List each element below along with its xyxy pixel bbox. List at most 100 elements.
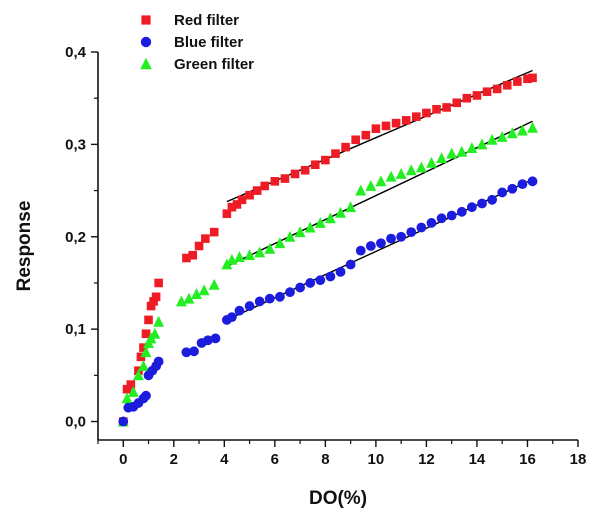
data-point (502, 80, 512, 90)
data-point (132, 369, 144, 381)
data-point (335, 266, 346, 277)
data-point (270, 177, 280, 186)
data-point (141, 390, 151, 401)
data-point (446, 210, 457, 221)
legend-marker (140, 36, 152, 48)
data-point (527, 121, 538, 133)
series-blue-filter (118, 176, 538, 427)
x-tick-label: 14 (469, 451, 486, 468)
data-point (528, 73, 537, 83)
data-point (149, 327, 161, 339)
data-point (456, 206, 467, 217)
legend-marker (141, 15, 151, 25)
series-red-filter (118, 73, 537, 426)
data-point (422, 108, 431, 118)
data-point (144, 315, 153, 325)
data-point (149, 297, 158, 306)
data-point (227, 202, 237, 212)
data-point (477, 198, 487, 209)
data-point (127, 386, 139, 397)
data-point (466, 142, 478, 154)
data-point (432, 104, 441, 114)
x-tick-label: 2 (170, 451, 178, 468)
data-point (305, 278, 316, 288)
data-point (371, 124, 381, 133)
data-point (245, 190, 254, 200)
data-point (497, 187, 508, 198)
data-point (234, 305, 245, 316)
data-point (321, 155, 330, 165)
data-point (153, 315, 165, 327)
data-point (386, 233, 396, 244)
data-point (244, 301, 255, 311)
data-point (189, 346, 199, 357)
x-tick-label: 16 (519, 451, 536, 468)
data-point (365, 241, 376, 251)
data-point (300, 165, 310, 175)
data-point (260, 181, 270, 191)
data-point (507, 183, 518, 194)
data-point (264, 293, 275, 304)
data-point (294, 226, 306, 238)
data-point (466, 202, 477, 213)
data-point (264, 242, 276, 254)
data-point (194, 241, 204, 251)
data-point (406, 227, 417, 238)
data-point (153, 356, 164, 367)
data-point (436, 213, 447, 224)
x-tick-label: 0 (119, 451, 127, 468)
data-point (415, 161, 427, 173)
x-tick-label: 12 (418, 451, 435, 468)
data-point (325, 271, 336, 282)
data-point (191, 288, 202, 299)
data-point (496, 131, 508, 142)
data-point (516, 124, 528, 136)
data-point (208, 278, 220, 290)
legend-marker (140, 57, 152, 70)
data-point (315, 275, 326, 286)
data-point (482, 87, 492, 97)
data-point (375, 175, 387, 187)
data-point (141, 329, 151, 339)
data-point (280, 174, 290, 183)
data-point (175, 295, 187, 307)
data-point (426, 218, 437, 228)
data-point (462, 93, 472, 103)
data-point (198, 284, 210, 296)
legend: Red filter Blue filter Green filter (140, 12, 254, 73)
data-point (181, 347, 192, 358)
data-point (237, 195, 247, 205)
data-point (345, 259, 356, 270)
data-point (226, 253, 238, 265)
data-point (140, 346, 152, 358)
data-point (486, 133, 498, 145)
data-point (487, 194, 498, 205)
data-point (527, 176, 538, 187)
data-point (252, 186, 262, 195)
data-point (476, 138, 488, 150)
data-point (201, 234, 210, 243)
data-point (232, 200, 242, 209)
data-point (234, 251, 245, 263)
data-point (376, 238, 386, 249)
data-point (396, 231, 407, 242)
data-point (138, 360, 149, 372)
x-axis-title: DO(%) (309, 488, 367, 509)
x-axis: 0 2 4 6 8 10 12 14 16 18 (97, 439, 586, 468)
data-point (442, 103, 451, 112)
data-point (154, 278, 163, 288)
legend-label: Blue filter (174, 34, 243, 51)
data-point (310, 160, 320, 170)
data-point (341, 142, 350, 152)
data-point (331, 149, 340, 158)
data-point (284, 230, 296, 242)
data-point (121, 392, 133, 404)
data-point (412, 112, 421, 121)
data-point (285, 287, 295, 298)
data-point (254, 246, 266, 258)
data-points (117, 73, 538, 427)
data-point (381, 121, 391, 131)
fit-lines (226, 69, 533, 321)
data-point (202, 335, 213, 346)
